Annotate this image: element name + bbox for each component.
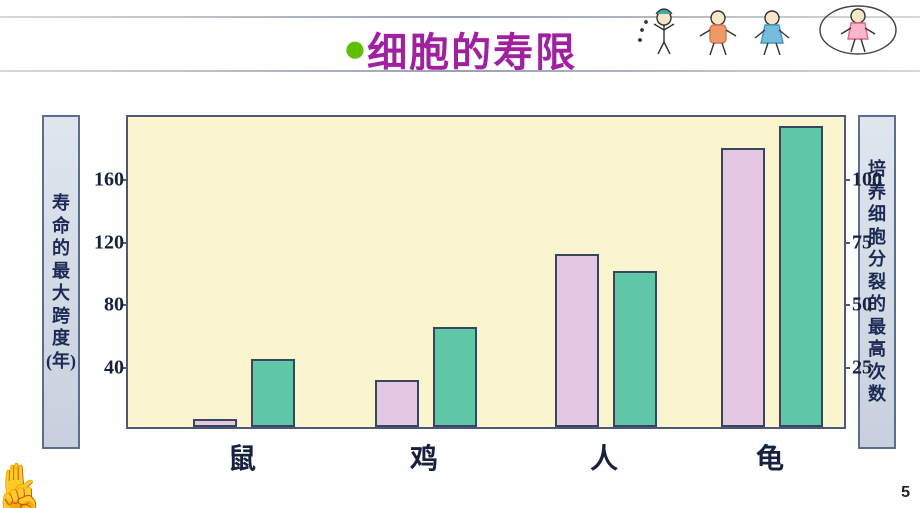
- title-rule-bottom: [0, 70, 920, 72]
- bar-lifespan: [721, 148, 765, 427]
- plot-inner: 4080120160255075100: [128, 117, 844, 427]
- children-jumprope-icon: [636, 0, 906, 58]
- x-category-label: 鼠: [228, 437, 256, 477]
- ytick-right-label: 100: [852, 168, 882, 191]
- chart-region: 寿命的最大跨度(年) 培养细胞分裂的最高次数 40801201602550751…: [42, 115, 892, 495]
- tick-right: [844, 242, 850, 244]
- tick-right: [844, 179, 850, 181]
- bar-divisions: [433, 327, 477, 427]
- axis-label-char: 细: [868, 203, 886, 226]
- bar-lifespan: [193, 419, 237, 427]
- bar-divisions: [779, 126, 823, 427]
- axis-label-char: 裂: [868, 271, 886, 294]
- title-text: 细胞的寿限: [367, 31, 577, 75]
- axis-label-char: 寿: [52, 192, 70, 215]
- bar-divisions: [613, 271, 657, 427]
- axis-label-char: (年): [46, 350, 76, 373]
- ytick-right-label: 25: [852, 357, 872, 380]
- y-axis-left-label: 寿命的最大跨度(年): [42, 115, 80, 449]
- x-category-label: 人: [590, 437, 618, 477]
- axis-label-char: 最: [868, 316, 886, 339]
- axis-label-char: 命: [52, 215, 70, 238]
- tick-right: [844, 304, 850, 306]
- x-category-label: 龟: [756, 437, 784, 477]
- axis-label-char: 度: [52, 327, 70, 350]
- plot-area: 4080120160255075100: [126, 115, 846, 429]
- axis-label-char: 的: [52, 237, 70, 260]
- axis-label-char: 数: [868, 383, 886, 406]
- slide-header: ●细胞的寿限: [0, 0, 920, 104]
- axis-label-char: 跨: [52, 305, 70, 328]
- tick-right: [844, 367, 850, 369]
- axis-label-char: 最: [52, 260, 70, 283]
- ytick-left-label: 160: [84, 168, 124, 191]
- bar-lifespan: [375, 380, 419, 427]
- cropped-decoration-bottom-left: ✋ ✊: [0, 458, 40, 508]
- axis-label-char: 大: [52, 282, 70, 305]
- ytick-left-label: 120: [84, 231, 124, 254]
- ytick-right-label: 75: [852, 231, 872, 254]
- x-category-label: 鸡: [410, 437, 438, 477]
- bar-lifespan: [555, 254, 599, 427]
- bullet-icon: ●: [343, 27, 367, 71]
- bar-divisions: [251, 359, 295, 427]
- page-number: 5: [901, 484, 910, 502]
- ytick-right-label: 50: [852, 294, 872, 317]
- ytick-left-label: 40: [84, 357, 124, 380]
- y-axis-right-label: 培养细胞分裂的最高次数: [858, 115, 896, 449]
- ytick-left-label: 80: [84, 294, 124, 317]
